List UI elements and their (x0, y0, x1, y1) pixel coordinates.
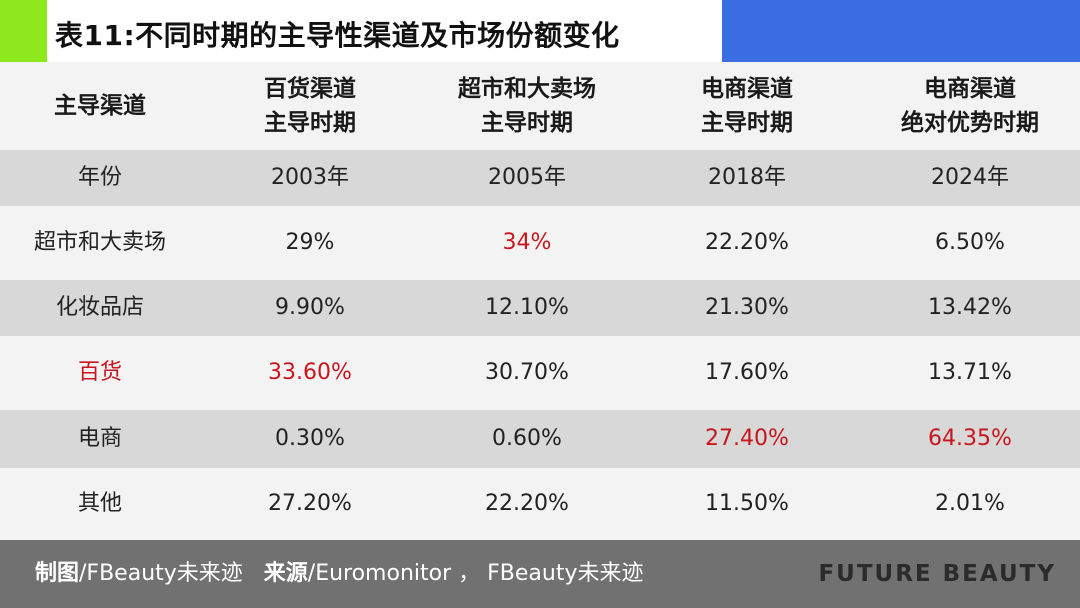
table-cell: 22.20% (485, 491, 569, 516)
table-row: 化妆品店 9.90% 12.10% 21.30% 13.42% (0, 280, 1080, 336)
header-col-4: 电商渠道 绝对优势时期 (870, 72, 1070, 140)
header-col-2: 超市和大卖场 主导时期 (427, 72, 627, 140)
source-value: /Euromonitor ， FBeauty未来迹 (307, 561, 644, 586)
row-label: 年份 (77, 165, 122, 190)
row-label: 化妆品店 (55, 295, 144, 320)
source-label: 来源 (263, 561, 308, 586)
made-by-value: /FBeauty未来迹 (79, 561, 243, 586)
row-label: 电商 (77, 426, 122, 451)
table-cell: 17.60% (705, 360, 789, 385)
footer-credits: 制图/FBeauty未来迹 来源/Euromonitor ， FBeauty未来… (35, 558, 643, 590)
header-row-label: 主导渠道 (54, 93, 146, 119)
brand-logo-text: FUTURE BEAUTY (818, 561, 1056, 587)
footer-bar: 制图/FBeauty未来迹 来源/Euromonitor ， FBeauty未来… (0, 540, 1080, 608)
table-cell-highlight: 33.60% (268, 360, 352, 385)
data-table: 主导渠道 百货渠道 主导时期 超市和大卖场 主导时期 电商渠道 主导时期 电商渠… (0, 62, 1080, 540)
table-cell: 0.30% (275, 426, 345, 451)
row-label-highlight: 百货 (77, 360, 122, 385)
header-col-1: 百货渠道 主导时期 (210, 72, 410, 140)
table-row: 超市和大卖场 29% 34% 22.20% 6.50% (0, 206, 1080, 280)
table-cell-highlight: 64.35% (928, 426, 1012, 451)
table-cell: 27.20% (268, 491, 352, 516)
table-header-row: 主导渠道 百货渠道 主导时期 超市和大卖场 主导时期 电商渠道 主导时期 电商渠… (0, 62, 1080, 150)
header-col-1-line1: 百货渠道 (264, 76, 356, 102)
table-cell: 9.90% (275, 295, 345, 320)
table-cell: 2024年 (931, 165, 1009, 190)
made-by-label: 制图 (35, 561, 80, 586)
accent-green-bar (0, 0, 47, 62)
table-cell: 13.71% (928, 360, 1012, 385)
table-cell-highlight: 27.40% (705, 426, 789, 451)
header-col-4-line2: 绝对优势时期 (901, 110, 1039, 136)
header-col-3-line2: 主导时期 (701, 110, 793, 136)
page-title: 表11:不同时期的主导性渠道及市场份额变化 (55, 19, 620, 52)
header-col-1-line2: 主导时期 (264, 110, 356, 136)
table-row-year: 年份 2003年 2005年 2018年 2024年 (0, 150, 1080, 206)
header-col-3-line1: 电商渠道 (701, 76, 793, 102)
accent-blue-bar (722, 0, 1080, 62)
table-cell: 12.10% (485, 295, 569, 320)
table-cell: 22.20% (705, 230, 789, 255)
header-col-2-line2: 主导时期 (481, 110, 573, 136)
table-cell: 2003年 (271, 165, 349, 190)
table-row: 其他 27.20% 22.20% 11.50% 2.01% (0, 468, 1080, 540)
table-cell: 2018年 (708, 165, 786, 190)
table-cell-highlight: 34% (502, 230, 552, 255)
header-col-2-line1: 超市和大卖场 (458, 76, 596, 102)
table-row: 电商 0.30% 0.60% 27.40% 64.35% (0, 410, 1080, 468)
table-cell: 6.50% (935, 230, 1005, 255)
table-cell: 2.01% (935, 491, 1005, 516)
header-col-3: 电商渠道 主导时期 (647, 72, 847, 140)
row-label: 其他 (77, 491, 122, 516)
table-cell: 21.30% (705, 295, 789, 320)
table-cell: 29% (285, 230, 335, 255)
header-col-4-line1: 电商渠道 (924, 76, 1016, 102)
table-row: 百货 33.60% 30.70% 17.60% 13.71% (0, 336, 1080, 410)
table-cell: 13.42% (928, 295, 1012, 320)
table-cell: 0.60% (492, 426, 562, 451)
table-cell: 11.50% (705, 491, 789, 516)
table-cell: 30.70% (485, 360, 569, 385)
row-label: 超市和大卖场 (33, 230, 166, 255)
table-cell: 2005年 (488, 165, 566, 190)
